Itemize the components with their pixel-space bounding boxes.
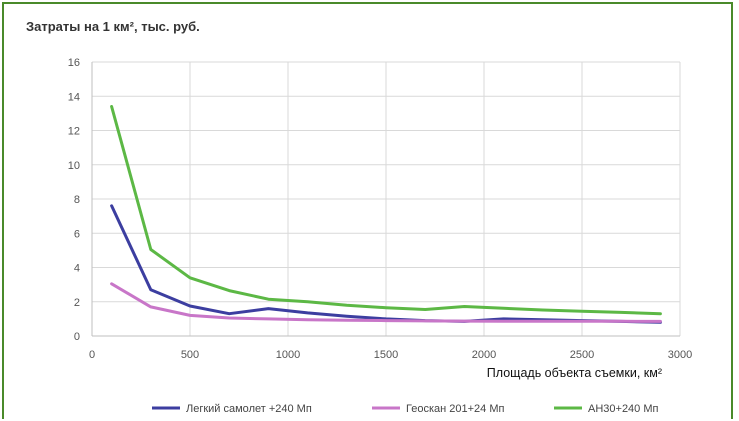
chart-frame: 0 2 4 6 8 10 12 14 16 0 500 1000 1500 2000 2500 3000 З… bbox=[2, 2, 733, 419]
legend-label-3: АН30+240 Мп bbox=[588, 403, 659, 415]
series-lines bbox=[110, 105, 662, 324]
x-axis-label: Площадь объекта съемки, км² bbox=[487, 366, 662, 380]
y-tick-label: 6 bbox=[74, 228, 80, 240]
series-line-2 bbox=[110, 282, 662, 323]
grid-lines bbox=[92, 61, 681, 336]
x-tick-labels: 0 500 1000 1500 2000 2500 3000 bbox=[89, 349, 692, 361]
axes bbox=[91, 62, 680, 337]
y-tick-label: 12 bbox=[68, 126, 80, 138]
y-tick-label: 10 bbox=[68, 160, 80, 172]
y-tick-label: 4 bbox=[74, 263, 80, 275]
y-tick-label: 14 bbox=[68, 91, 80, 103]
x-tick-label: 1500 bbox=[374, 349, 398, 361]
y-tick-label: 0 bbox=[74, 331, 80, 343]
chart-title: Затраты на 1 км², тыс. руб. bbox=[26, 19, 200, 34]
legend: Легкий самолет +240 Мп Геоскан 201+24 Мп А… bbox=[152, 403, 659, 415]
legend-label-2: Геоскан 201+24 Мп bbox=[406, 403, 504, 415]
x-tick-label: 1000 bbox=[276, 349, 300, 361]
y-tick-label: 16 bbox=[68, 57, 80, 69]
x-tick-label: 500 bbox=[181, 349, 199, 361]
series-line-3 bbox=[110, 105, 662, 316]
x-tick-label: 2000 bbox=[472, 349, 496, 361]
y-tick-label: 8 bbox=[74, 194, 80, 206]
y-tick-labels: 0 2 4 6 8 10 12 14 16 bbox=[68, 57, 80, 343]
x-tick-label: 0 bbox=[89, 349, 95, 361]
y-tick-label: 2 bbox=[74, 297, 80, 309]
x-tick-label: 2500 bbox=[570, 349, 594, 361]
legend-label-1: Легкий самолет +240 Мп bbox=[186, 403, 312, 415]
x-tick-label: 3000 bbox=[668, 349, 692, 361]
line-chart: 0 2 4 6 8 10 12 14 16 0 500 1000 1500 2000 2500 3000 З… bbox=[26, 19, 692, 415]
